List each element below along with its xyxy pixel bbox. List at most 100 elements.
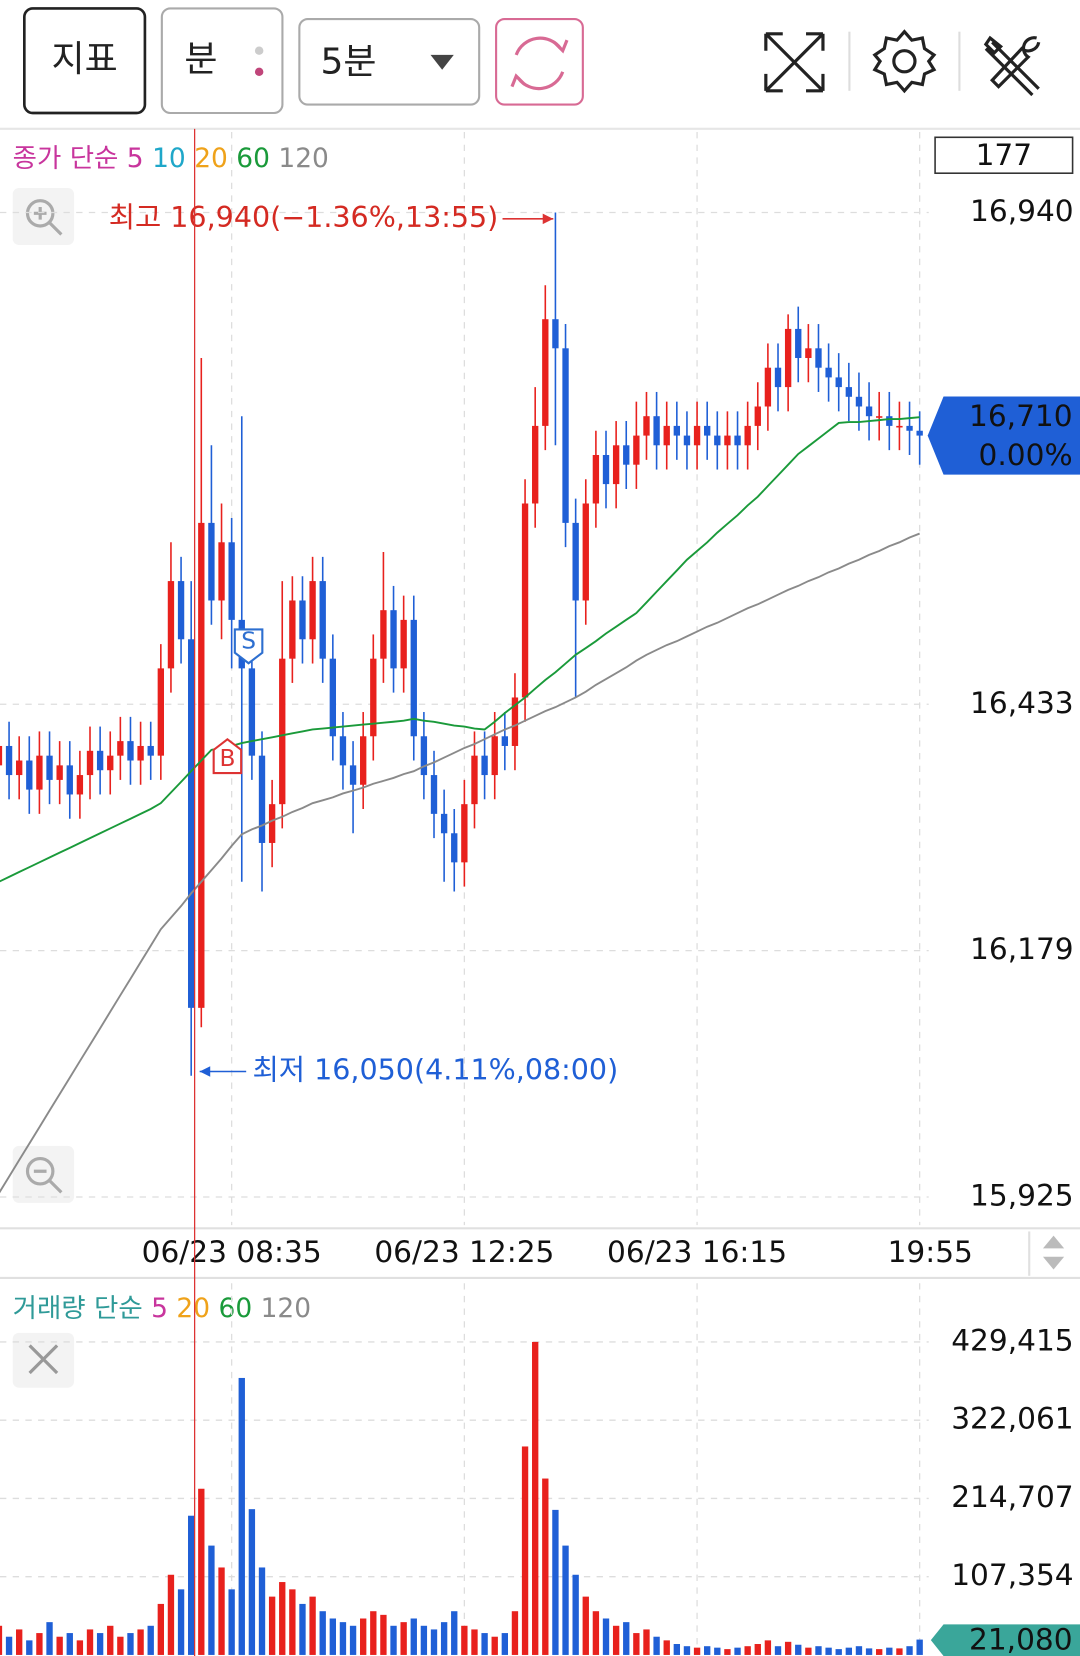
volume-bar (724, 1649, 731, 1655)
legend-item: 60 (236, 143, 270, 174)
legend-item: 120 (278, 143, 328, 174)
sell-marker: S (241, 628, 256, 655)
legend-item: 5 (151, 1293, 168, 1324)
expand-icon[interactable] (764, 32, 825, 93)
volume-bar (360, 1618, 367, 1655)
volume-bar (612, 1625, 620, 1655)
volume-bar (602, 1618, 610, 1655)
candle-body (279, 658, 286, 805)
volume-bar (440, 1622, 448, 1655)
candle-body (16, 760, 23, 776)
candle-body (663, 425, 670, 446)
sell-marker-shape (233, 628, 264, 665)
candle-body (542, 319, 549, 426)
zoom-in-button[interactable] (12, 187, 75, 246)
volume-bar (734, 1647, 741, 1655)
volume-bar (501, 1633, 509, 1655)
candle-body (805, 348, 812, 359)
count-label: 177 (976, 138, 1033, 172)
volume-bar (663, 1640, 670, 1655)
candle-body (633, 435, 640, 465)
candle-body (835, 377, 842, 388)
low-arrowhead (199, 1066, 211, 1077)
legend-item: 120 (261, 1293, 311, 1324)
candle-body (491, 736, 498, 776)
indicator-label: 지표 (52, 39, 118, 80)
scroll-arrows[interactable] (1042, 1235, 1065, 1270)
candle-body (734, 435, 741, 446)
candle-body (572, 522, 579, 601)
candle-body (754, 406, 761, 426)
candle-body (774, 367, 782, 388)
unit-button[interactable] (160, 7, 284, 115)
candle-body (117, 741, 124, 756)
candle-body (916, 430, 923, 436)
y-tick-label: 15,925 (970, 1178, 1074, 1212)
volume-bar (572, 1574, 579, 1655)
volume-bar (268, 1596, 276, 1655)
candle-body (481, 755, 488, 776)
candle-body (147, 745, 154, 756)
x-tick-label: 06/23 12:25 (374, 1235, 554, 1269)
candle-body (137, 745, 144, 761)
volume-bar (218, 1567, 225, 1655)
change-label: 0.00% (979, 438, 1073, 472)
candle-body (339, 736, 347, 766)
volume-bar (430, 1629, 438, 1655)
volume-bar (16, 1629, 23, 1655)
volume-bar (147, 1625, 154, 1655)
candle-body (107, 755, 114, 771)
volume-bar (683, 1646, 691, 1655)
volume-bar (289, 1589, 296, 1655)
volume-bar (653, 1636, 660, 1655)
indicator-button[interactable] (23, 7, 147, 115)
candle-body (471, 755, 478, 805)
dot (254, 46, 264, 55)
volume-bar (198, 1488, 205, 1655)
candle-body (693, 425, 701, 446)
candle-body (349, 765, 357, 785)
candle-body (461, 804, 468, 863)
candle-body (704, 425, 711, 436)
candle-body (76, 775, 84, 795)
volume-bar (299, 1603, 306, 1655)
candle-body (289, 600, 296, 659)
unit-label: 분 (184, 39, 217, 80)
volume-bar (127, 1633, 134, 1655)
candle-body (309, 581, 316, 640)
legend-item: 20 (176, 1293, 210, 1324)
candle-body (815, 348, 822, 368)
refresh-arrows (510, 39, 569, 88)
settings-icon[interactable] (872, 29, 937, 94)
volume-bar (693, 1647, 701, 1655)
volume-bar (137, 1629, 144, 1655)
volume-bar (56, 1636, 63, 1655)
candle-body (673, 425, 681, 436)
volume-bar (329, 1618, 337, 1655)
volume-bar (188, 1515, 195, 1655)
candle-body (420, 736, 428, 776)
legend-item: 60 (219, 1293, 253, 1324)
volume-bar (835, 1649, 842, 1655)
candle-body (855, 396, 863, 407)
volume-bar (896, 1648, 903, 1655)
volume-bar (46, 1622, 53, 1655)
refresh-button[interactable] (495, 17, 584, 106)
tools-icon[interactable] (983, 35, 1041, 97)
x-tick-label: 06/23 08:35 (142, 1235, 322, 1269)
volume-bar (107, 1625, 114, 1655)
volume-bar (643, 1629, 650, 1655)
candle-body (562, 348, 569, 523)
candle-body (511, 697, 519, 746)
candle-body (845, 387, 853, 397)
candle-body (532, 425, 539, 504)
volume-bar (552, 1509, 559, 1655)
candle-body (177, 581, 185, 640)
candle-body (795, 328, 802, 359)
interval-dropdown[interactable] (298, 17, 481, 106)
candle-body (784, 328, 792, 388)
candle-body (906, 425, 913, 431)
volume-bar (5, 1636, 13, 1655)
candle-body (390, 610, 397, 669)
